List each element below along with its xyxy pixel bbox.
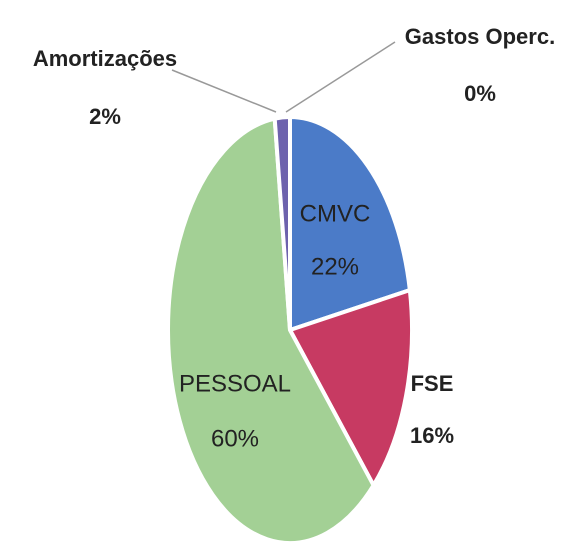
slice-label: CMVC [300,200,371,227]
value-label: 0% [464,81,496,106]
pie-slice [272,114,292,331]
slice-label: Gastos Operc. [405,24,555,49]
value-label: 2% [89,104,121,129]
slice-label: PESSOAL [179,370,291,397]
leader-line [171,69,277,113]
value-label: 22% [311,253,359,280]
pie-slice [288,114,413,333]
slice-label: Amortizações [33,46,177,71]
leader-line [285,41,396,113]
value-label: 60% [211,425,259,452]
pie-slice [287,287,414,490]
slice-label: FSE [411,371,454,396]
value-label: 16% [410,423,454,448]
pie-slice [166,116,376,545]
